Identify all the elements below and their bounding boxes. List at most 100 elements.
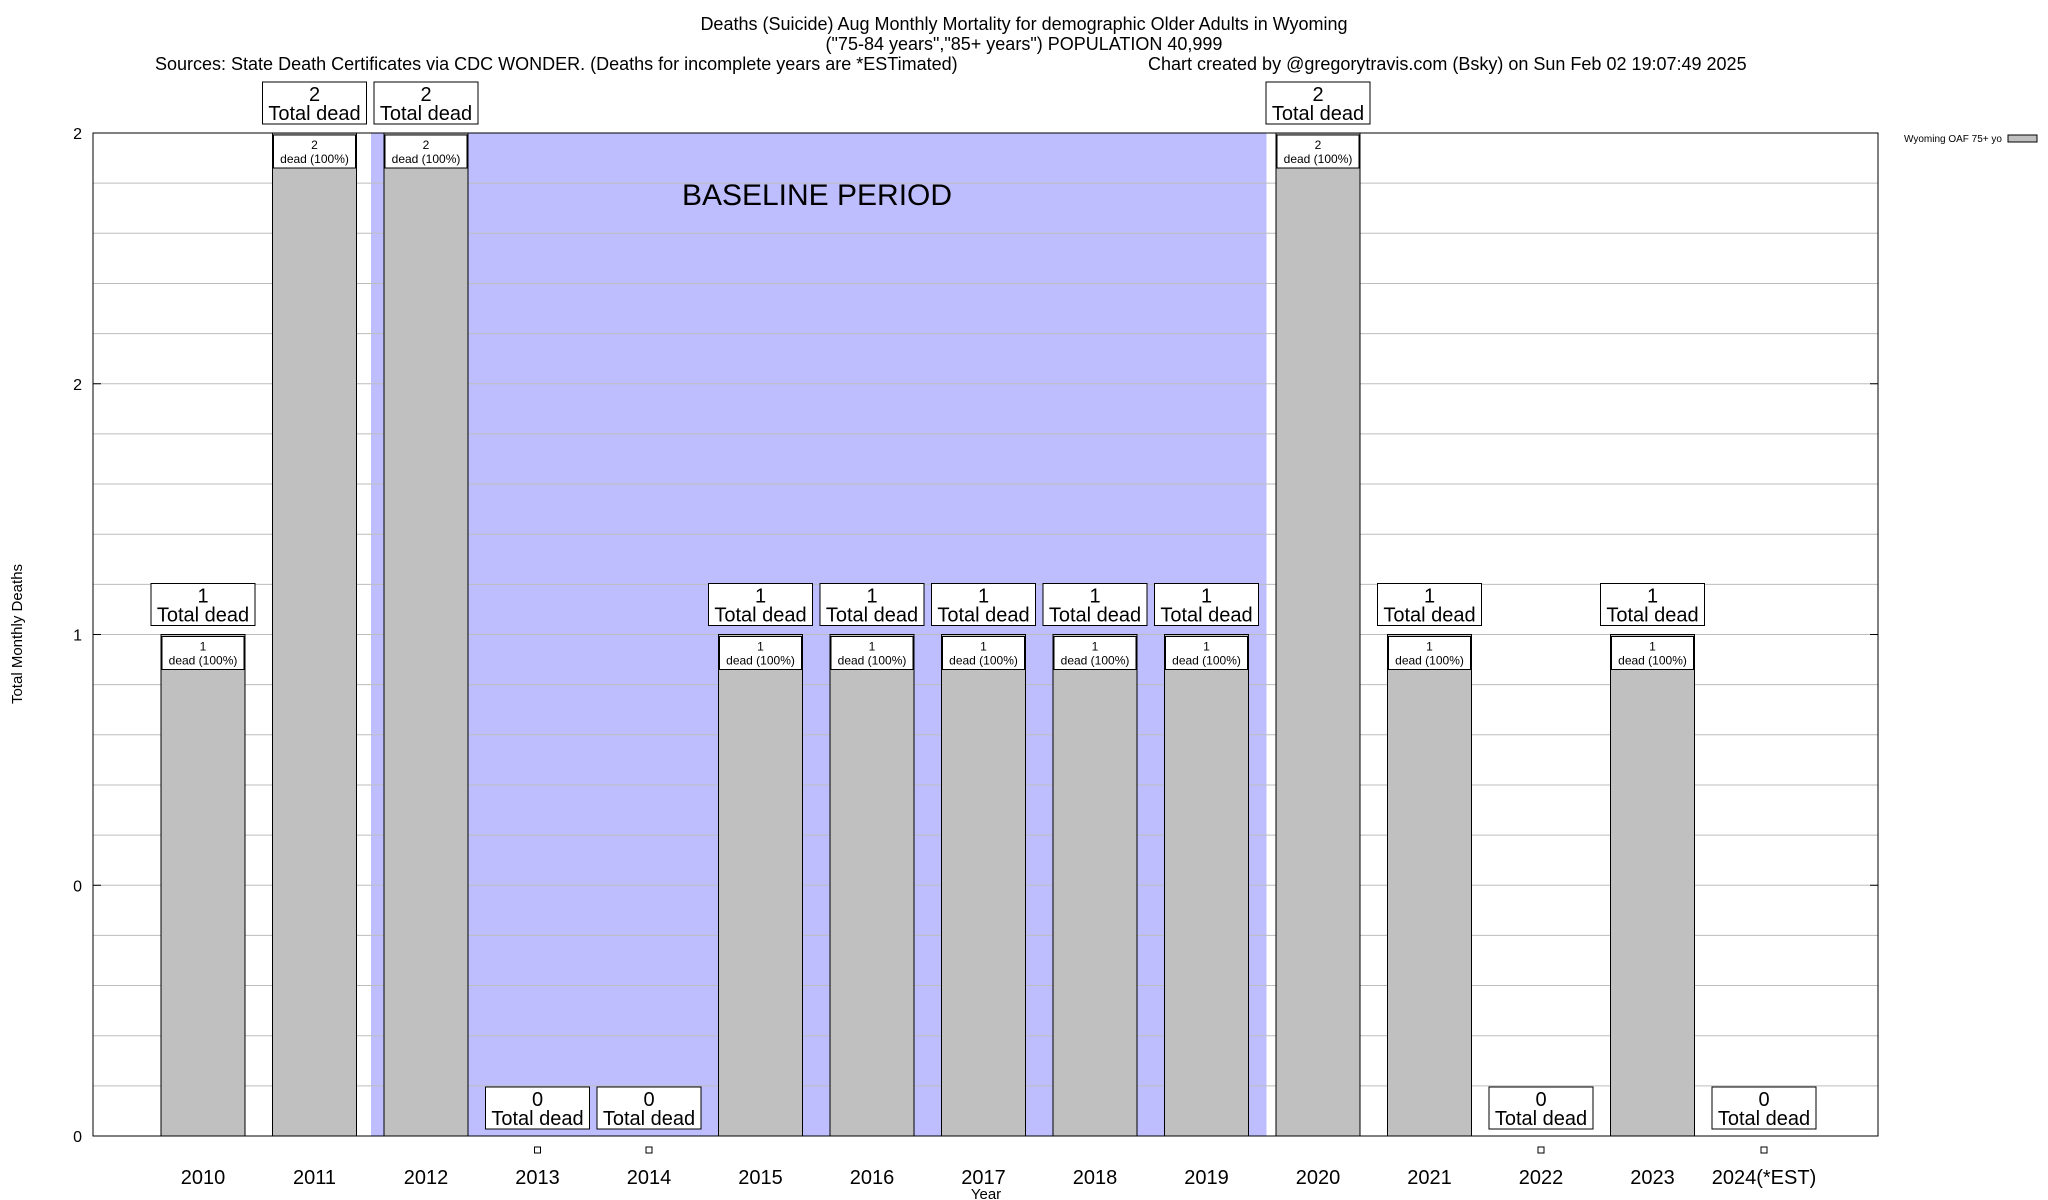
x-tick-label: 2018 [1073,1167,1118,1189]
bar-label-box [1276,134,1360,169]
total-label-box [150,583,256,626]
bar-label-pct: dead (100%) [1395,654,1464,668]
total-label-box [485,1086,590,1130]
total-label-text: Total dead [1160,605,1252,627]
bar-2011 [272,132,357,1137]
x-tick-label: 2011 [293,1167,336,1189]
total-label-text: Total dead [491,1108,583,1130]
total-label-box [1711,1086,1817,1130]
bar-label-count: 1 [980,640,987,654]
y-tick-label: 2 [73,126,82,143]
y-tick-label: 1 [73,628,82,645]
bar-label-count: 1 [1426,640,1433,654]
total-label-text: Total dead [1049,605,1141,627]
zero-marker [534,1146,541,1154]
total-label-count: 0 [1535,1089,1546,1111]
bar-label-pct: dead (100%) [1618,654,1687,668]
x-tick-label: 2014 [627,1167,672,1189]
total-label-box [931,583,1036,626]
axes: 2010 2011 2012 2013 2014 2015 2016 2017 2018 2019… [9,126,1878,1200]
bar-label-box [1611,636,1694,670]
total-label-box [1600,583,1705,626]
bar-label-pct: dead (100%) [1284,152,1353,166]
bar-label-pct: dead (100%) [838,654,907,668]
bar-label-pct: dead (100%) [280,152,349,166]
legend-swatch [2007,134,2038,143]
bar-label-box [1388,636,1471,670]
zero-marker [645,1146,653,1154]
x-tick-label: 2024(*EST) [1712,1167,1817,1189]
bar-label-count: 2 [311,138,318,152]
bar-label-pct: dead (100%) [1061,654,1130,668]
bar-label-pct: dead (100%) [169,654,238,668]
total-label-box [1154,583,1259,626]
bar-label-count: 1 [200,640,207,654]
bar-label-box [384,134,468,169]
total-label-text: Total dead [1718,1108,1810,1130]
x-tick-label: 2010 [181,1167,226,1189]
total-label-text: Total dead [380,103,472,125]
total-label-text: Total dead [1383,605,1475,627]
total-label-box [1488,1086,1594,1130]
y-axis-label: Total Monthly Deaths [9,564,26,704]
bar-label-box [273,134,356,169]
bar-label-count: 1 [1203,640,1210,654]
x-tick-label: 2020 [1296,1167,1341,1189]
x-tick-label: 2012 [404,1167,449,1189]
total-label-text: Total dead [1272,103,1364,125]
total-label-box [1265,81,1371,125]
total-label-text: Total dead [937,605,1029,627]
bar-label-count: 1 [1649,640,1656,654]
y-tick-label: 2 [73,377,82,394]
bar-label-pct: dead (100%) [1172,654,1241,668]
x-tick-label: 2023 [1630,1167,1675,1189]
chart-sources: Sources: State Death Certificates via CD… [155,54,958,74]
total-label-box [708,583,813,626]
baseline-period-label: BASELINE PERIOD [682,179,952,212]
total-label-count: 2 [420,84,431,106]
y-tick-label: 0 [73,878,82,895]
total-label-text: Total dead [1606,605,1698,627]
bar-label-count: 2 [423,138,430,152]
zero-marker [1537,1146,1545,1154]
bar-2021 [1387,634,1472,1137]
total-label-text: Total dead [1495,1108,1587,1130]
zero-marker [1760,1146,1768,1154]
total-label-count: 2 [1312,84,1323,106]
bar-2015 [718,634,803,1137]
bar-2017 [941,634,1026,1137]
chart-title: Deaths (Suicide) Aug Monthly Mortality f… [700,14,1348,34]
x-axis-label: Year [971,1186,1001,1200]
total-label-text: Total dead [826,605,918,627]
bar-label-box [942,636,1025,670]
bar-label-box [161,636,245,670]
legend: Wyoming OAF 75+ yo [1904,134,2038,145]
total-label-text: Total dead [714,605,806,627]
bar-label-box [830,636,914,670]
x-tick-label: 2017 [961,1167,1006,1189]
total-label-text: Total dead [603,1108,695,1130]
total-label-count: 1 [1201,586,1212,608]
bar-label-pct: dead (100%) [392,152,461,166]
bar-label-count: 1 [757,640,764,654]
legend-label: Wyoming OAF 75+ yo [1904,134,2002,145]
bar-label-box [1165,636,1248,670]
total-label-box [1042,583,1148,626]
total-label-count: 0 [532,1089,543,1111]
bar-2023 [1610,634,1695,1137]
bars [160,132,1695,1137]
bar-label-pct: dead (100%) [726,654,795,668]
total-label-count: 1 [866,586,877,608]
x-tick-label: 2015 [738,1167,783,1189]
x-tick-label: 2019 [1184,1167,1229,1189]
total-label-text: Total dead [157,605,249,627]
bar-2018 [1052,634,1138,1137]
bar-2016 [829,634,915,1137]
total-label-count: 0 [1758,1089,1769,1111]
bar-2020 [1275,132,1361,1137]
bar-label-count: 1 [869,640,876,654]
y-tick-label: 0 [73,1129,82,1146]
bar-2012 [383,132,469,1137]
